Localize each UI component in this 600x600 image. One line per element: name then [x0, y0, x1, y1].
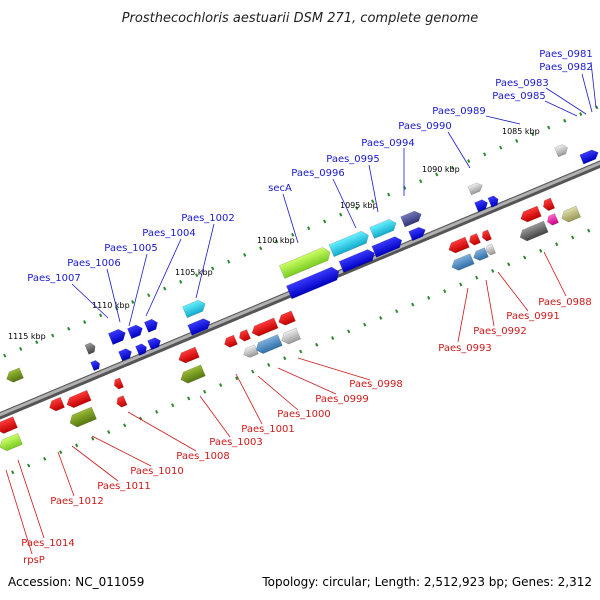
reverse-gene-arrow[interactable]: [4, 367, 24, 384]
forward-gene-arrow[interactable]: [107, 327, 127, 345]
forward-gene-arrow[interactable]: [90, 359, 102, 372]
reverse-gene-arrow[interactable]: [480, 229, 492, 242]
gene-labels: Paes_0981 Paes_0982 Paes_0983 Paes_0985 Paes…: [21, 49, 593, 566]
forward-gene-label[interactable]: Paes_0983: [495, 78, 549, 89]
forward-gene-label[interactable]: Paes_0996: [291, 168, 345, 179]
forward-gene-arrow[interactable]: [487, 195, 500, 208]
forward-gene-arrow[interactable]: [579, 148, 600, 165]
forward-gene-arrow[interactable]: [371, 235, 404, 258]
forward-gene-arrow[interactable]: [278, 245, 332, 279]
reverse-gene-arrow[interactable]: [115, 395, 128, 409]
forward-gene-label[interactable]: Paes_1006: [67, 258, 121, 269]
reverse-gene-label[interactable]: Paes_1011: [97, 481, 151, 492]
forward-gene-arrow[interactable]: [144, 318, 159, 333]
reverse-gene-arrow[interactable]: [0, 432, 23, 453]
reverse-gene-label[interactable]: Paes_1008: [176, 451, 230, 462]
topology-text: Topology: circular; Length: 2,512,923 bp…: [261, 575, 592, 589]
tick-marks: 1085 kbp 1090 kbp 1095 kbp 1100 kbp 1105 kbp…: [3, 105, 599, 475]
reverse-gene-label[interactable]: Paes_1000: [277, 409, 331, 420]
reverse-gene-arrow[interactable]: [545, 213, 559, 226]
tick-label: 1090 kbp: [422, 165, 460, 174]
forward-gene-label[interactable]: Paes_0994: [361, 138, 415, 149]
tick-label: 1115 kbp: [8, 332, 46, 341]
reverse-gene-arrow[interactable]: [237, 329, 251, 342]
reverse-gene-arrow[interactable]: [559, 205, 581, 224]
forward-gene-arrow[interactable]: [84, 342, 97, 355]
reverse-gene-arrow[interactable]: [276, 310, 296, 327]
reverse-gene-label[interactable]: Paes_1003: [209, 437, 263, 448]
forward-gene-arrow[interactable]: [328, 229, 371, 258]
reverse-gene-label[interactable]: Paes_1014: [21, 538, 75, 549]
tick-label: 1105 kbp: [175, 268, 213, 277]
forward-gene-label[interactable]: Paes_1007: [27, 273, 81, 284]
reverse-gene-label[interactable]: Paes_0988: [538, 297, 592, 308]
forward-gene-arrow[interactable]: [400, 209, 424, 228]
forward-gene-label[interactable]: Paes_0982: [539, 62, 593, 73]
tick-label: 1110 kbp: [92, 301, 130, 310]
reverse-gene-label[interactable]: Paes_1010: [130, 466, 184, 477]
forward-gene-label[interactable]: Paes_0985: [492, 91, 546, 102]
forward-gene-label[interactable]: Paes_1002: [181, 213, 235, 224]
forward-gene-arrow[interactable]: [369, 217, 399, 239]
forward-gene-arrow[interactable]: [467, 181, 484, 196]
forward-gene-label[interactable]: Paes_0989: [432, 106, 486, 117]
reverse-gene-arrow[interactable]: [447, 236, 470, 255]
reverse-gene-arrow[interactable]: [242, 344, 259, 360]
forward-gene-label[interactable]: Paes_1004: [142, 228, 196, 239]
forward-gene-label[interactable]: Paes_0990: [398, 121, 452, 132]
reverse-gene-label[interactable]: Paes_0991: [506, 311, 560, 322]
reverse-gene-label[interactable]: rpsP: [23, 555, 45, 566]
forward-gene-label[interactable]: Paes_0995: [326, 154, 380, 165]
forward-gene-arrow[interactable]: [474, 198, 490, 213]
forward-gene-arrow[interactable]: [408, 225, 428, 242]
reverse-gene-arrow[interactable]: [472, 247, 489, 263]
forward-gene-arrow[interactable]: [147, 336, 163, 351]
reverse-gene-label[interactable]: Paes_1001: [241, 424, 295, 435]
map-title: Prosthecochloris aestuarii DSM 271, comp…: [122, 11, 479, 26]
reverse-gene-arrow[interactable]: [112, 377, 124, 390]
forward-gene-arrow[interactable]: [338, 248, 377, 273]
gene-features: [0, 143, 600, 453]
forward-gene-arrow[interactable]: [127, 323, 144, 340]
reverse-gene-arrow[interactable]: [450, 253, 475, 273]
reverse-gene-arrow[interactable]: [177, 346, 200, 365]
reverse-gene-arrow[interactable]: [541, 197, 556, 212]
reverse-gene-arrow[interactable]: [484, 243, 496, 256]
tick-label: 1100 kbp: [257, 236, 295, 245]
forward-gene-arrow[interactable]: [286, 265, 341, 300]
label-leaders: [5, 61, 597, 555]
tick-label: 1085 kbp: [502, 127, 540, 136]
tick-label: 1095 kbp: [340, 201, 378, 210]
reverse-gene-arrow[interactable]: [67, 406, 97, 429]
forward-gene-arrow[interactable]: [118, 347, 134, 362]
forward-gene-arrow[interactable]: [187, 317, 213, 336]
forward-gene-arrow[interactable]: [135, 342, 148, 356]
reverse-gene-label[interactable]: Paes_1012: [50, 496, 104, 507]
accession-text: Accession: NC_011059: [8, 575, 144, 589]
reverse-gene-arrow[interactable]: [0, 416, 18, 436]
reverse-gene-label[interactable]: Paes_0999: [315, 394, 369, 405]
forward-gene-label[interactable]: Paes_1005: [104, 243, 158, 254]
reverse-gene-label[interactable]: Paes_0993: [438, 343, 492, 354]
reverse-gene-arrow[interactable]: [519, 205, 542, 224]
reverse-gene-arrow[interactable]: [467, 233, 481, 246]
reverse-gene-arrow[interactable]: [279, 327, 301, 346]
reverse-gene-arrow[interactable]: [47, 396, 65, 413]
reverse-gene-label[interactable]: Paes_0998: [349, 379, 403, 390]
reverse-gene-label[interactable]: Paes_0992: [473, 326, 527, 337]
reverse-gene-arrow[interactable]: [250, 317, 279, 338]
forward-gene-arrow[interactable]: [182, 298, 208, 319]
reverse-gene-arrow[interactable]: [518, 220, 549, 243]
forward-gene-arrow[interactable]: [554, 143, 570, 158]
forward-gene-label[interactable]: secA: [268, 183, 292, 194]
reverse-gene-arrow[interactable]: [223, 334, 238, 349]
forward-gene-label[interactable]: Paes_0981: [539, 49, 593, 60]
reverse-gene-arrow[interactable]: [179, 364, 206, 385]
reverse-gene-arrow[interactable]: [254, 334, 283, 355]
reverse-gene-arrow[interactable]: [65, 389, 92, 409]
